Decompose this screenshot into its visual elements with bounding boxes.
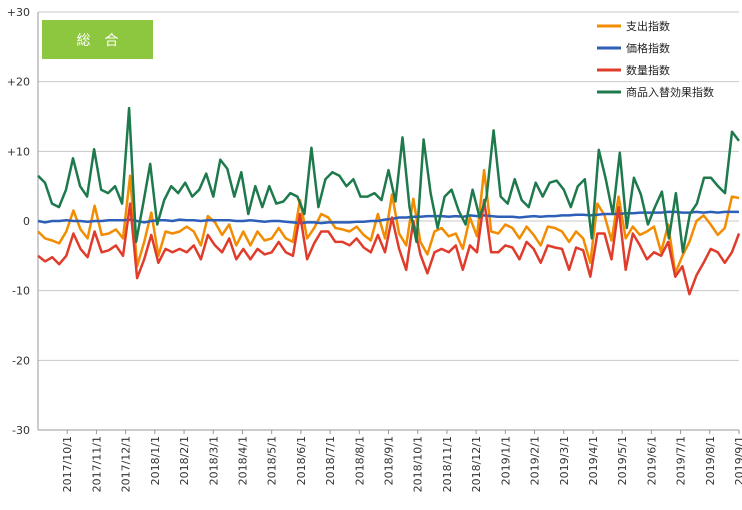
series-line-3	[37, 106, 740, 254]
legend-label: 数量指数	[626, 63, 670, 77]
summary-badge-label: 総 合	[77, 33, 119, 49]
x-tick-label: 2019/8/1	[704, 436, 717, 485]
summary-badge: 総 合	[42, 20, 153, 59]
x-tick-label: 2018/12/1	[470, 436, 483, 492]
x-tick-label: 2019/4/1	[587, 436, 600, 485]
x-tick-label: 2019/9/1	[733, 436, 742, 485]
x-tick-label: 2018/3/1	[207, 436, 220, 485]
legend-label: 価格指数	[626, 41, 670, 55]
y-tick-label: 0	[23, 215, 30, 228]
x-tick-label: 2019/6/1	[645, 436, 658, 485]
x-tick-label: 2017/11/1	[90, 436, 103, 492]
x-tick-label: 2019/5/1	[616, 436, 629, 485]
x-tick-label: 2018/7/1	[324, 436, 337, 485]
summary-badge-box	[42, 20, 153, 59]
y-tick-label: -20	[12, 354, 30, 367]
x-tick-label: 2018/2/1	[178, 436, 191, 485]
x-tick-label: 2019/1/1	[499, 436, 512, 485]
legend-label: 支出指数	[626, 19, 670, 33]
x-tick-label: 2018/4/1	[236, 436, 249, 485]
y-tick-label: +20	[7, 76, 30, 89]
x-tick-label: 2018/6/1	[295, 436, 308, 485]
x-tick-label: 2018/1/1	[149, 436, 162, 485]
y-tick-label: +30	[7, 6, 30, 19]
y-tick-label: -10	[12, 285, 30, 298]
x-tick-label: 2017/12/1	[120, 436, 133, 492]
series-line-0	[37, 168, 740, 275]
x-tick-label: 2018/9/1	[383, 436, 396, 485]
y-tick-label: +10	[7, 145, 30, 158]
series-line-2	[37, 198, 741, 296]
series-line-1	[37, 210, 739, 225]
series-lines	[37, 106, 741, 296]
y-tick-label: -30	[12, 424, 30, 437]
y-axis-ticks: +30 +20 +10 0 -10 -20 -30	[7, 6, 30, 437]
x-tick-label: 2019/7/1	[675, 436, 688, 485]
legend-label: 商品入替効果指数	[626, 85, 714, 99]
x-tick-label: 2018/5/1	[266, 436, 279, 485]
x-axis-ticks: 2017/10/1 2017/11/1 2017/12/1 2018/1/1 2018/…	[61, 430, 742, 492]
x-tick-label: 2017/10/1	[61, 436, 74, 492]
x-tick-label: 2018/10/1	[412, 436, 425, 492]
x-tick-label: 2019/3/1	[558, 436, 571, 485]
x-tick-label: 2019/2/1	[529, 436, 542, 485]
x-tick-label: 2018/11/1	[441, 436, 454, 492]
x-tick-label: 2018/8/1	[353, 436, 366, 485]
